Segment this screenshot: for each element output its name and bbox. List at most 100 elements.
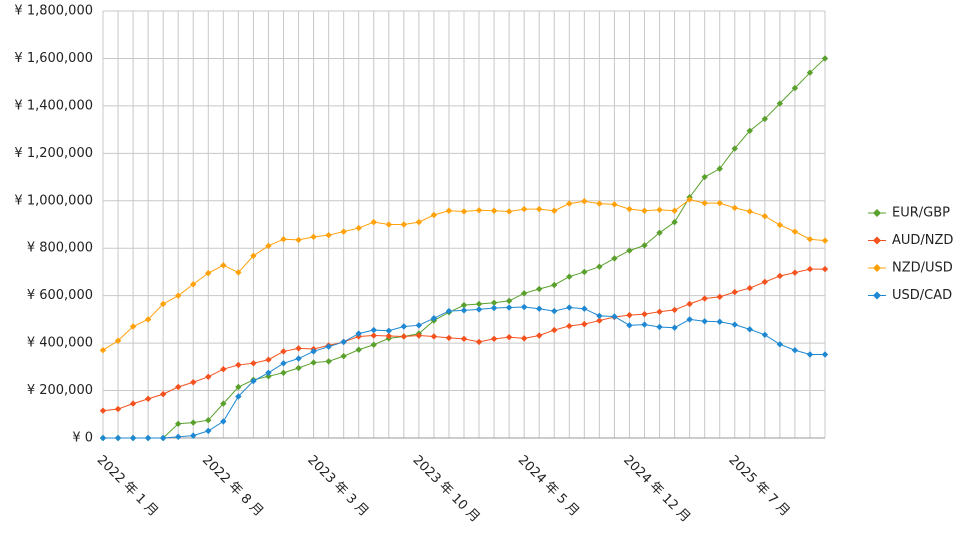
data-point xyxy=(159,434,167,442)
data-point xyxy=(385,221,392,228)
y-tick-label: ¥ 1,800,000 xyxy=(14,4,93,19)
legend-marker xyxy=(873,209,881,217)
data-point xyxy=(716,165,723,172)
data-point xyxy=(611,201,618,208)
data-point xyxy=(626,205,633,213)
data-point xyxy=(505,304,513,311)
y-tick-label: ¥ 0 xyxy=(72,431,93,446)
data-point xyxy=(716,199,723,207)
data-point xyxy=(114,405,122,413)
data-point xyxy=(731,145,738,152)
data-point xyxy=(280,360,287,367)
legend-label: USD/CAD xyxy=(892,288,952,303)
data-point xyxy=(611,255,618,262)
legend-label: AUD/NZD xyxy=(892,233,953,248)
data-point xyxy=(791,228,799,235)
data-point xyxy=(220,262,227,269)
data-point xyxy=(235,393,242,400)
data-point xyxy=(581,320,588,328)
data-point xyxy=(656,308,663,315)
data-point xyxy=(701,318,708,325)
data-point xyxy=(776,341,784,348)
data-point xyxy=(475,338,483,346)
data-point xyxy=(340,352,347,360)
data-point xyxy=(114,337,122,344)
data-point xyxy=(460,208,468,215)
data-point xyxy=(129,434,137,442)
data-point xyxy=(460,307,468,314)
data-point xyxy=(505,297,513,305)
data-point xyxy=(250,252,257,260)
data-point xyxy=(671,324,678,331)
data-point xyxy=(581,198,588,205)
data-point xyxy=(400,333,408,340)
data-point xyxy=(776,272,784,280)
x-tick-label: 2023 年 3 月 xyxy=(304,453,371,520)
data-point xyxy=(340,228,347,235)
data-point xyxy=(445,334,453,342)
data-point xyxy=(445,307,453,315)
data-point xyxy=(355,330,362,337)
data-point xyxy=(716,318,723,325)
data-point xyxy=(310,359,317,366)
data-point xyxy=(686,316,693,323)
data-point xyxy=(626,311,633,319)
data-point xyxy=(731,288,738,296)
data-point xyxy=(821,55,829,62)
data-point xyxy=(325,231,332,239)
data-point xyxy=(355,346,362,353)
data-point xyxy=(520,335,528,342)
data-point xyxy=(99,347,107,354)
data-point xyxy=(265,373,272,380)
data-point xyxy=(175,420,182,427)
data-point xyxy=(761,115,769,123)
data-point xyxy=(505,208,513,215)
data-point xyxy=(581,268,588,276)
data-point xyxy=(295,364,302,372)
data-point xyxy=(806,265,814,273)
data-point xyxy=(129,400,137,407)
data-point xyxy=(430,211,438,219)
data-point xyxy=(415,218,423,226)
data-point xyxy=(821,351,829,358)
data-point xyxy=(370,326,377,334)
y-tick-label: ¥ 800,000 xyxy=(27,241,93,256)
data-point xyxy=(490,304,498,312)
data-point xyxy=(520,205,528,213)
x-tick-label: 2024 年 12 月 xyxy=(620,453,693,526)
data-point xyxy=(190,379,197,386)
y-tick-label: ¥ 1,400,000 xyxy=(14,98,93,113)
data-point xyxy=(280,369,287,376)
data-point xyxy=(370,332,377,339)
data-point xyxy=(220,400,227,407)
y-tick-label: ¥ 600,000 xyxy=(27,288,93,303)
legend-label: NZD/USD xyxy=(892,261,953,276)
data-point xyxy=(175,292,182,299)
data-point xyxy=(641,321,648,328)
data-point xyxy=(566,304,573,311)
data-point xyxy=(280,348,287,355)
data-point xyxy=(821,265,829,273)
data-point xyxy=(746,127,753,134)
data-point xyxy=(791,347,799,354)
y-tick-label: ¥ 1,000,000 xyxy=(14,193,93,208)
y-tick-label: ¥ 200,000 xyxy=(27,383,93,398)
data-point xyxy=(114,434,122,442)
data-point xyxy=(566,322,573,330)
data-point xyxy=(475,207,483,214)
data-point xyxy=(490,299,498,306)
data-point xyxy=(701,199,708,207)
data-point xyxy=(99,434,107,442)
data-point xyxy=(671,306,678,314)
data-point xyxy=(505,333,513,341)
data-point xyxy=(746,208,753,215)
data-point xyxy=(430,333,438,340)
data-point xyxy=(415,332,423,339)
data-point xyxy=(400,221,408,228)
data-point xyxy=(310,233,317,241)
data-point xyxy=(144,316,152,323)
data-point xyxy=(370,341,377,348)
data-point xyxy=(235,361,242,369)
data-point xyxy=(641,242,648,249)
data-point xyxy=(776,100,784,107)
